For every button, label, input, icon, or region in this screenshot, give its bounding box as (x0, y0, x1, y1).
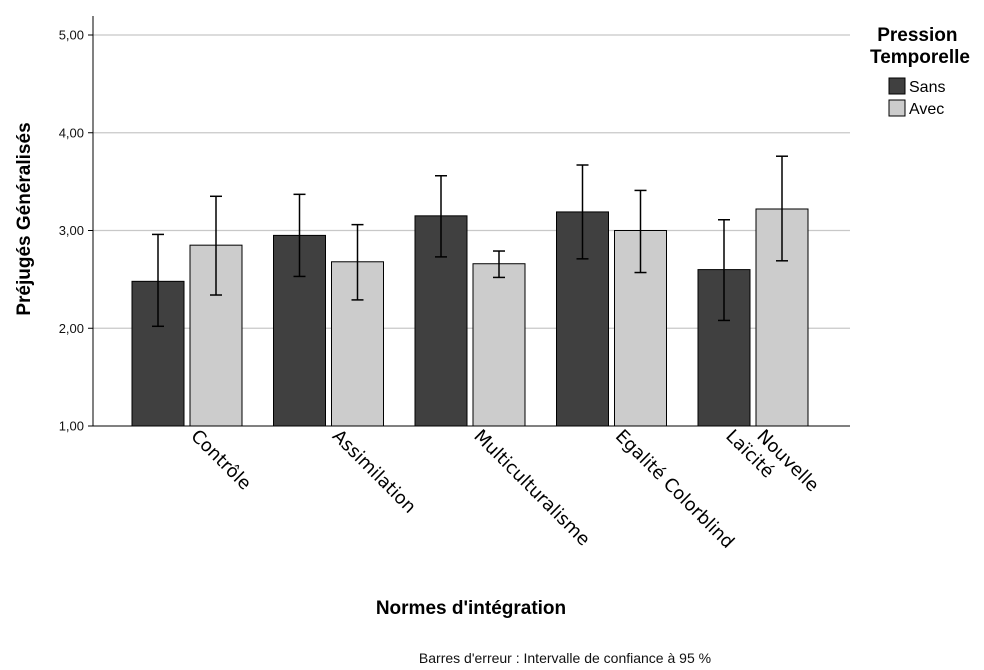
error-bar (634, 189, 647, 274)
x-category-labels: Contrôle Assimilation Multiculturalisme Ega… (186, 426, 823, 553)
legend-title-line-1: Pression (877, 25, 957, 46)
legend-swatch-avec (888, 99, 906, 117)
error-bars (152, 155, 788, 328)
x-category-label: Contrôle (186, 426, 255, 495)
y-tick-label: 3,00 (59, 223, 84, 238)
legend-title: Pression Temporelle (870, 25, 970, 68)
y-axis-title: Préjugés Généralisés (14, 122, 35, 315)
error-bar (776, 155, 788, 262)
y-tick-label: 5,00 (59, 28, 84, 43)
x-category-label: Multiculturalisme (469, 426, 594, 551)
bars (131, 208, 809, 427)
y-tick-label: 4,00 (59, 125, 84, 140)
legend: Pression Temporelle Sans Avec (870, 25, 970, 118)
footnote: Barres d'erreur : Intervalle de confianc… (419, 650, 711, 666)
x-category-label: Egalité Colorblind (611, 426, 738, 553)
legend-label-sans: Sans (909, 79, 945, 96)
error-bar (435, 175, 447, 258)
y-tick-label: 1,00 (59, 419, 84, 434)
y-tick-labels: 1,00 2,00 3,00 4,00 5,00 (59, 28, 84, 434)
legend-swatch-sans (888, 77, 906, 95)
error-bar (351, 223, 364, 301)
legend-title-line-2: Temporelle (870, 47, 970, 68)
legend-label-avec: Avec (909, 101, 944, 118)
x-axis-title: Normes d'intégration (376, 598, 566, 619)
error-bar (576, 164, 589, 260)
error-bar (210, 195, 222, 296)
y-tick-label: 2,00 (59, 321, 84, 336)
error-bar (152, 233, 164, 328)
error-bar (493, 250, 505, 279)
error-bar (293, 193, 306, 278)
error-bar (718, 218, 730, 322)
bar-avec (472, 263, 526, 427)
x-category-label: Assimilation (328, 426, 420, 518)
axes (88, 16, 850, 427)
